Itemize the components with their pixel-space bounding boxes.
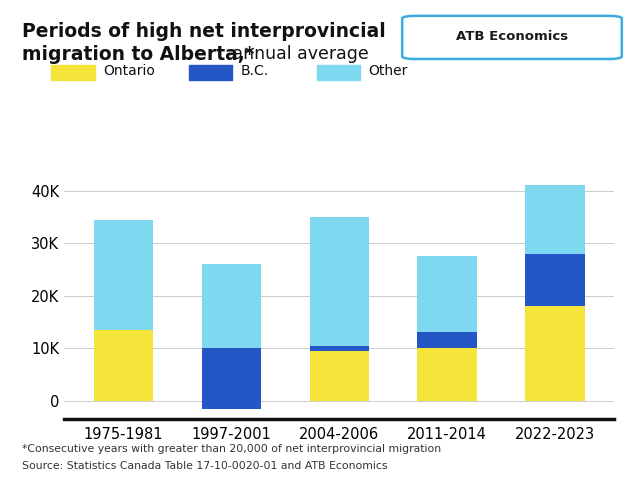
Text: Periods of high net interprovincial: Periods of high net interprovincial bbox=[22, 22, 386, 41]
Text: migration to Alberta,*: migration to Alberta,* bbox=[22, 45, 255, 64]
Bar bbox=[310, 217, 369, 346]
Text: ATB Economics: ATB Economics bbox=[456, 30, 568, 43]
Bar bbox=[525, 306, 585, 401]
Text: annual average: annual average bbox=[227, 45, 369, 63]
Bar bbox=[93, 319, 153, 401]
Bar bbox=[202, 264, 261, 348]
Bar bbox=[417, 256, 477, 332]
Bar bbox=[310, 346, 369, 351]
Bar bbox=[310, 351, 369, 401]
Text: Source: Statistics Canada Table 17-10-0020-01 and ATB Economics: Source: Statistics Canada Table 17-10-00… bbox=[22, 461, 388, 471]
FancyBboxPatch shape bbox=[402, 16, 622, 59]
Bar bbox=[93, 319, 153, 330]
Text: Other: Other bbox=[369, 64, 408, 78]
Bar bbox=[202, 401, 261, 409]
Bar bbox=[202, 348, 261, 409]
Bar bbox=[525, 186, 585, 253]
Bar bbox=[417, 348, 477, 401]
Text: *Consecutive years with greater than 20,000 of net interprovincial migration: *Consecutive years with greater than 20,… bbox=[22, 444, 442, 454]
Bar bbox=[417, 332, 477, 348]
Bar bbox=[525, 253, 585, 306]
Text: B.C.: B.C. bbox=[241, 64, 269, 78]
Bar bbox=[93, 220, 153, 330]
Text: Ontario: Ontario bbox=[103, 64, 155, 78]
